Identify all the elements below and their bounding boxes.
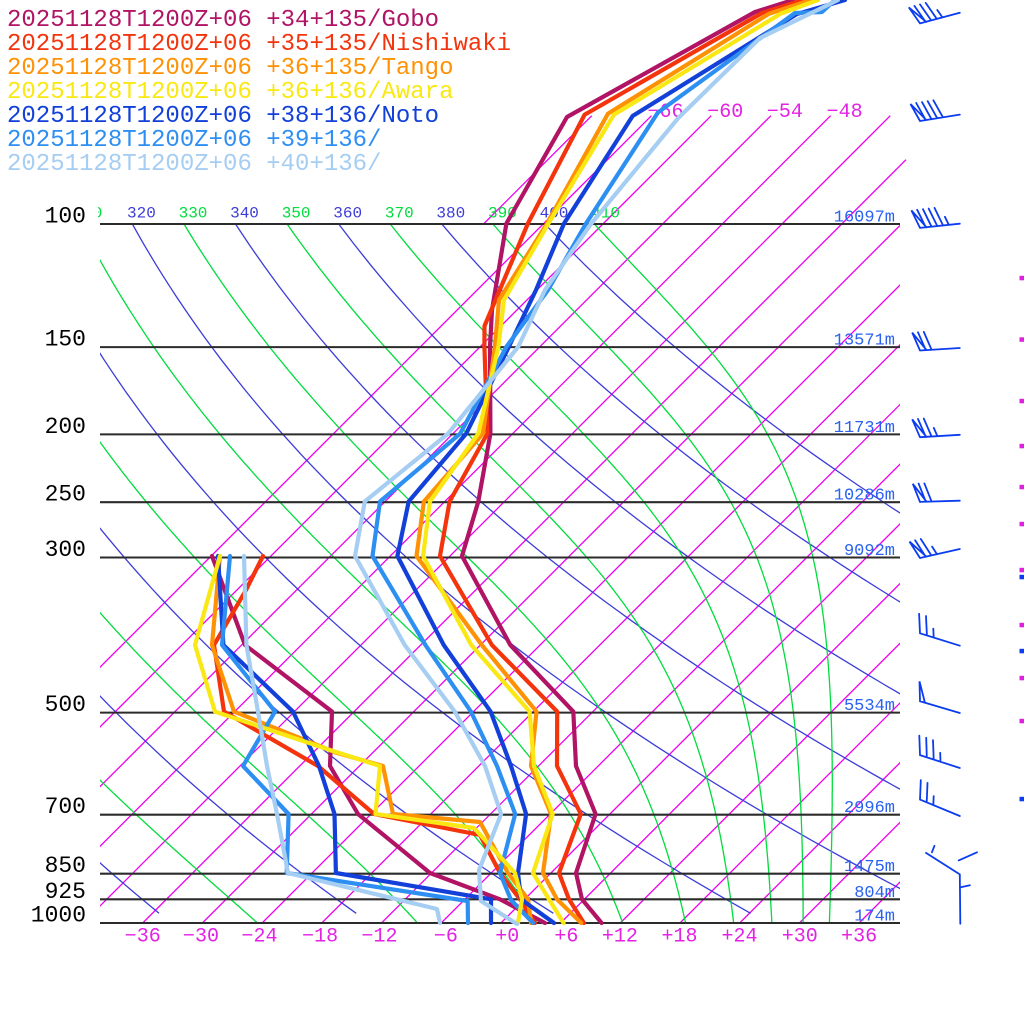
svg-text:+0: +0: [495, 926, 519, 949]
svg-text:+30: +30: [782, 926, 818, 949]
svg-text:−6: −6: [434, 926, 458, 949]
svg-text:20251128T1200Z+06 +36+135/Tang: 20251128T1200Z+06 +36+135/Tango: [7, 55, 453, 82]
svg-text:250: 250: [45, 482, 86, 508]
svg-text:−18: −18: [302, 926, 338, 949]
svg-text:10286m: 10286m: [834, 487, 895, 506]
svg-text:1475m: 1475m: [844, 858, 895, 877]
svg-text:20251128T1200Z+06 +36+136/Awar: 20251128T1200Z+06 +36+136/Awara: [7, 79, 453, 106]
svg-text:925: 925: [45, 879, 86, 905]
svg-text:1000: 1000: [31, 903, 86, 929]
svg-text:340: 340: [230, 205, 259, 223]
svg-text:−54: −54: [767, 101, 803, 124]
svg-text:11731m: 11731m: [834, 419, 895, 438]
svg-text:150: 150: [45, 327, 86, 353]
svg-text:13571m: 13571m: [834, 332, 895, 351]
svg-text:380: 380: [436, 205, 465, 223]
svg-text:20251128T1200Z+06 +40+136/: 20251128T1200Z+06 +40+136/: [7, 151, 381, 178]
svg-text:−24: −24: [241, 926, 277, 949]
svg-text:850: 850: [45, 853, 86, 879]
svg-text:9092m: 9092m: [844, 542, 895, 561]
svg-text:500: 500: [45, 692, 86, 718]
svg-text:20251128T1200Z+06 +35+135/Nish: 20251128T1200Z+06 +35+135/Nishiwaki: [7, 31, 511, 58]
svg-text:360: 360: [333, 205, 362, 223]
svg-text:320: 320: [127, 205, 156, 223]
svg-text:20251128T1200Z+06 +34+135/Gobo: 20251128T1200Z+06 +34+135/Gobo: [7, 7, 439, 34]
svg-text:300: 300: [45, 537, 86, 563]
svg-text:200: 200: [45, 414, 86, 440]
svg-text:+6: +6: [554, 926, 578, 949]
svg-text:700: 700: [45, 794, 86, 820]
svg-text:16097m: 16097m: [834, 209, 895, 228]
svg-text:−48: −48: [827, 101, 863, 124]
svg-text:100: 100: [45, 204, 86, 230]
svg-text:+12: +12: [602, 926, 638, 949]
svg-text:+24: +24: [721, 926, 757, 949]
svg-text:−30: −30: [183, 926, 219, 949]
svg-text:20251128T1200Z+06 +38+136/Noto: 20251128T1200Z+06 +38+136/Noto: [7, 103, 439, 130]
svg-text:2996m: 2996m: [844, 799, 895, 818]
svg-text:+36: +36: [841, 926, 877, 949]
svg-text:804m: 804m: [854, 884, 895, 903]
svg-text:310: 310: [74, 205, 103, 223]
svg-text:370: 370: [385, 205, 414, 223]
svg-text:174m: 174m: [854, 908, 895, 927]
svg-text:−12: −12: [361, 926, 397, 949]
svg-text:330: 330: [179, 205, 208, 223]
svg-text:20251128T1200Z+06 +39+136/: 20251128T1200Z+06 +39+136/: [7, 127, 381, 154]
svg-text:−60: −60: [707, 101, 743, 124]
svg-text:+18: +18: [661, 926, 697, 949]
svg-text:5534m: 5534m: [844, 697, 895, 716]
svg-text:350: 350: [282, 205, 311, 223]
svg-text:−36: −36: [125, 926, 161, 949]
